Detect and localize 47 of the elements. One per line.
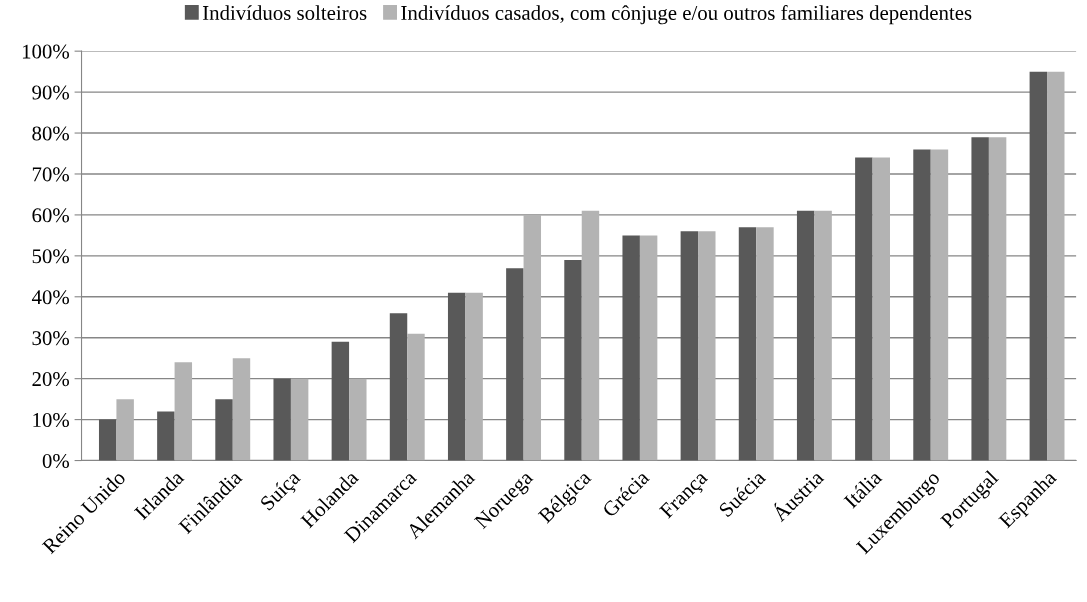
bar	[796, 210, 815, 461]
y-tick-label: 100%	[22, 44, 70, 59]
bar	[331, 341, 350, 461]
bar	[756, 227, 774, 461]
y-tick-label: 10%	[33, 412, 70, 428]
bar	[349, 378, 367, 461]
bar	[157, 411, 175, 461]
y-tick-label: 90%	[32, 85, 70, 100]
bar	[581, 210, 600, 461]
bar	[407, 333, 425, 461]
bar	[680, 231, 699, 461]
y-tick-label: 0%	[42, 453, 70, 469]
legend-label: Indivíduos solteiros	[202, 5, 367, 20]
y-tick-label: 40%	[31, 290, 70, 305]
bar	[814, 210, 832, 461]
y-tick-label: 50%	[32, 249, 70, 264]
bar	[232, 358, 251, 461]
bar	[116, 399, 134, 461]
bar	[639, 235, 658, 461]
bar	[1047, 71, 1065, 461]
bar	[738, 227, 757, 461]
bar	[698, 231, 716, 461]
bar	[930, 149, 949, 461]
bar	[174, 362, 193, 461]
y-tick-label: 60%	[32, 208, 70, 223]
bar	[564, 259, 582, 461]
bar	[971, 137, 989, 461]
y-tick-label: 30%	[32, 331, 70, 346]
bar	[290, 378, 309, 461]
bar	[465, 292, 483, 461]
bar	[988, 137, 1007, 461]
y-tick-label: 20%	[32, 372, 70, 387]
bar	[273, 378, 291, 461]
bar	[447, 292, 466, 461]
legend-label: Indivíduos casados, com cônjuge e/ou outros familiares dependentes	[401, 5, 972, 25]
bar	[622, 235, 640, 461]
bar	[98, 419, 117, 461]
bar	[215, 399, 233, 461]
bar	[872, 157, 891, 461]
bar	[523, 214, 542, 461]
bar	[855, 157, 873, 461]
bar	[506, 268, 524, 461]
bar	[913, 149, 931, 461]
y-tick-label: 80%	[32, 126, 70, 141]
y-tick-label: 70%	[32, 167, 70, 182]
bar	[389, 313, 408, 461]
bar	[1029, 71, 1048, 461]
